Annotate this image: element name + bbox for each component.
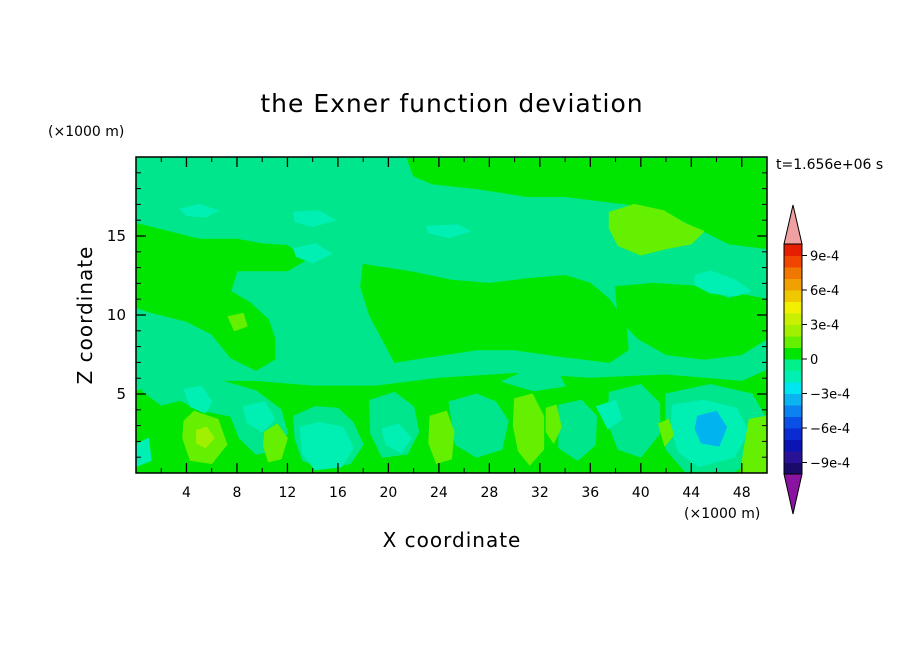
contour-region-13 bbox=[501, 369, 566, 392]
colorbar-segment-10 bbox=[784, 347, 802, 360]
y-axis-label: Z coordinate bbox=[73, 246, 97, 385]
contour-region-37 bbox=[136, 437, 152, 468]
colorbar-label-6: −9e-4 bbox=[810, 457, 850, 472]
colorbar-segment-3 bbox=[784, 428, 802, 440]
contour-region-31 bbox=[263, 423, 288, 463]
x-tick-label-36: 36 bbox=[581, 485, 599, 501]
colorbar-segment-16 bbox=[784, 278, 802, 291]
colorbar-over-arrow bbox=[783, 204, 803, 245]
chart-title: the Exner function deviation bbox=[260, 89, 643, 118]
x-tick-label-20: 20 bbox=[379, 485, 397, 501]
colorbar-segment-8 bbox=[784, 370, 802, 383]
x-tick-label-48: 48 bbox=[733, 485, 751, 501]
x-tick-label-32: 32 bbox=[531, 485, 549, 501]
contour-region-25 bbox=[381, 423, 412, 453]
colorbar-under-arrow bbox=[783, 473, 803, 515]
colorbar-segment-17 bbox=[784, 267, 802, 279]
x-tick-label-28: 28 bbox=[480, 485, 498, 501]
contour-region-14 bbox=[608, 203, 705, 256]
time-label: t=1.656e+06 s bbox=[776, 157, 883, 173]
colorbar-label-1: 6e-4 bbox=[810, 284, 839, 299]
colorbar-segment-13 bbox=[784, 313, 802, 325]
colorbar-segment-5 bbox=[784, 405, 802, 417]
contour-region-17 bbox=[293, 210, 336, 227]
colorbar-label-5: −6e-4 bbox=[810, 422, 850, 437]
contour-region-28 bbox=[694, 410, 728, 447]
y-tick-label-10: 10 bbox=[107, 306, 126, 324]
colorbar: 9e-4 6e-4 3e-4 0 −3e-4 −6e-4 −9e-4 bbox=[783, 204, 850, 515]
colorbar-label-4: −3e-4 bbox=[810, 388, 850, 403]
contour-region-34 bbox=[545, 404, 562, 444]
x-axis-unit: (×1000 m) bbox=[684, 506, 760, 522]
colorbar-segment-15 bbox=[784, 290, 802, 302]
contour-fill-layer bbox=[136, 157, 767, 473]
colorbar-segment-18 bbox=[784, 255, 802, 268]
contour-region-21 bbox=[694, 270, 752, 297]
colorbar-segment-0 bbox=[784, 462, 802, 475]
contour-region-33 bbox=[512, 393, 545, 466]
contour-region-18 bbox=[293, 243, 333, 264]
contour-region-9 bbox=[558, 399, 598, 461]
x-tick-label-24: 24 bbox=[430, 485, 448, 501]
contour-region-26 bbox=[596, 399, 623, 430]
colorbar-segment-6 bbox=[784, 393, 802, 406]
colorbar-segment-7 bbox=[784, 382, 802, 394]
contour-region-1 bbox=[136, 222, 307, 371]
y-axis-unit: (×1000 m) bbox=[48, 124, 124, 140]
colorbar-segment-1 bbox=[784, 451, 802, 463]
colorbar-segment-4 bbox=[784, 416, 802, 429]
colorbar-segment-14 bbox=[784, 301, 802, 314]
contour-region-0 bbox=[406, 158, 767, 250]
contour-region-35 bbox=[658, 418, 675, 447]
contour-region-22 bbox=[183, 385, 213, 414]
x-tick-label-12: 12 bbox=[279, 485, 297, 501]
contour-region-3 bbox=[615, 282, 767, 360]
contour-region-32 bbox=[428, 410, 455, 464]
colorbar-segment-12 bbox=[784, 324, 802, 337]
colorbar-segment-9 bbox=[784, 359, 802, 371]
colorbar-segment-11 bbox=[784, 336, 802, 348]
contour-region-36 bbox=[740, 415, 767, 473]
colorbar-label-3: 0 bbox=[810, 353, 818, 368]
contour-region-23 bbox=[242, 401, 276, 433]
contour-region-24 bbox=[299, 421, 354, 471]
colorbar-label-0: 9e-4 bbox=[810, 250, 839, 265]
contour-region-16 bbox=[179, 203, 219, 218]
contour-region-8 bbox=[448, 393, 509, 458]
colorbar-label-2: 3e-4 bbox=[810, 319, 839, 334]
x-tick-label-44: 44 bbox=[682, 485, 700, 501]
x-axis-label: X coordinate bbox=[383, 528, 522, 552]
y-tick-label-15: 15 bbox=[107, 227, 126, 245]
colorbar-segment-2 bbox=[784, 439, 802, 452]
colorbar-segment-19 bbox=[784, 244, 802, 256]
contour-region-30 bbox=[196, 426, 215, 449]
x-tick-label-16: 16 bbox=[329, 485, 347, 501]
x-tick-label-40: 40 bbox=[632, 485, 650, 501]
y-tick-label-5: 5 bbox=[116, 385, 126, 403]
contour-region-2 bbox=[360, 263, 629, 363]
contour-region-19 bbox=[425, 224, 471, 239]
x-tick-label-4: 4 bbox=[182, 485, 191, 501]
x-tick-label-8: 8 bbox=[232, 485, 241, 501]
contour-region-20 bbox=[227, 312, 248, 332]
